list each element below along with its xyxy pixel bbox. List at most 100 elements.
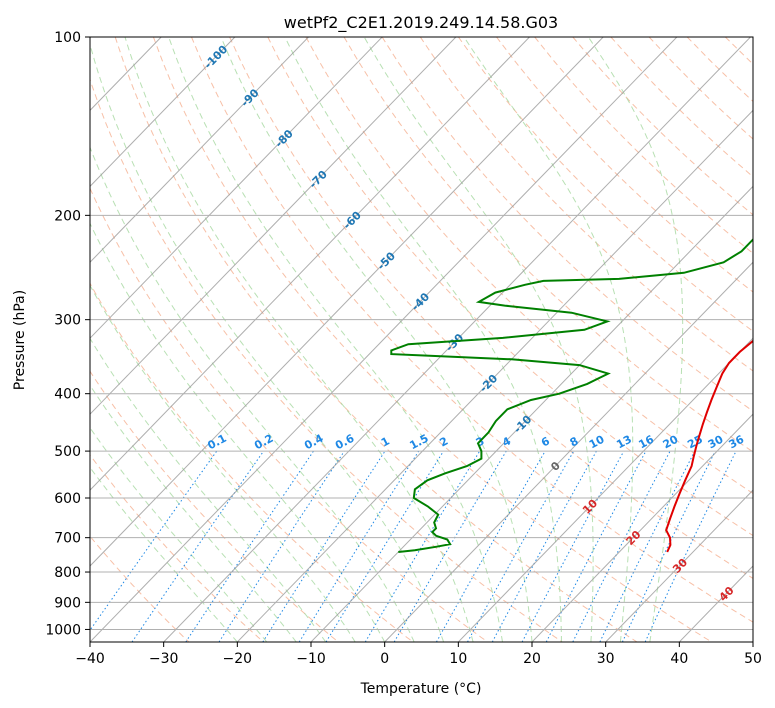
mixing-ratio-line xyxy=(521,450,625,642)
x-tick-label: 40 xyxy=(670,651,688,667)
x-axis-label: Temperature (°C) xyxy=(360,681,482,697)
mixing-ratio-line xyxy=(131,450,265,642)
dewpoint-profile-line xyxy=(390,238,753,553)
dry-adiabat-line xyxy=(90,282,414,642)
y-axis-ticks: 100 200 300 400 500 600 700 800 900 1000 xyxy=(45,30,90,638)
y-tick-label: 700 xyxy=(54,531,81,547)
mixing-ratio-line xyxy=(262,450,386,642)
moist-adiabat-line xyxy=(90,146,415,642)
x-axis-ticks: −40 −30 −20 −10 0 10 20 30 40 50 xyxy=(75,642,762,667)
isotherm-line xyxy=(90,37,236,188)
sounding-profiles xyxy=(390,238,753,553)
dry-adiabat-line xyxy=(764,37,775,642)
moist-adiabat-line xyxy=(284,37,562,642)
x-tick-label: 50 xyxy=(744,651,762,667)
isotherm-line xyxy=(90,37,678,642)
mixing-ratio-label: 13 xyxy=(614,433,634,452)
isotherm-line xyxy=(90,37,383,339)
background-line-labels: 0.1 0.2 0.4 0.6 1 1.5 2 3 4 6 8 10 13 16 20 25 30 36-100-… xyxy=(202,43,747,604)
dry-adiabat-line xyxy=(90,77,563,642)
isotherm-label: -100 xyxy=(202,43,231,72)
mixing-ratio-label: 2 xyxy=(437,434,450,449)
moist-adiabat-line xyxy=(90,337,327,642)
dry-adiabat-line xyxy=(686,37,753,103)
moist-adiabat-line xyxy=(90,384,297,642)
moist-adiabat-line xyxy=(90,42,445,642)
mixing-ratio-label: 0.1 xyxy=(205,432,228,453)
mixing-ratio-label: 36 xyxy=(727,433,747,452)
mixing-ratio-line xyxy=(491,450,597,642)
y-tick-label: 1000 xyxy=(45,622,81,638)
dry-adiabat-line xyxy=(534,37,753,254)
x-tick-label: 10 xyxy=(449,651,467,667)
dry-adiabat-line xyxy=(610,37,753,178)
moist-adiabat-line xyxy=(220,37,533,642)
y-tick-label: 900 xyxy=(54,595,81,611)
moist-adiabat-line xyxy=(168,37,503,642)
dry-adiabat-line xyxy=(152,37,712,642)
mixing-ratio-lines xyxy=(90,450,737,642)
isotherm-line xyxy=(531,413,753,642)
x-tick-label: −10 xyxy=(296,651,326,667)
mixing-ratio-label: 16 xyxy=(636,433,656,452)
dry-adiabat-line xyxy=(496,37,753,293)
dry-adiabat-line xyxy=(267,37,753,537)
x-tick-label: −20 xyxy=(223,651,253,667)
dry-adiabat-line xyxy=(191,37,753,623)
isotherm-line xyxy=(90,37,604,567)
dry-adiabat-line xyxy=(305,37,753,494)
mixing-ratio-line xyxy=(572,450,671,642)
mixing-ratio-line xyxy=(218,450,345,642)
moist-adiabats xyxy=(90,37,684,642)
plot-frame xyxy=(89,36,754,643)
isotherm-line xyxy=(384,261,753,642)
isotherm-line xyxy=(90,37,457,415)
temperature-profile-line xyxy=(665,339,753,553)
y-tick-label: 400 xyxy=(54,387,81,403)
isotherm-line xyxy=(457,337,753,642)
mixing-ratio-line xyxy=(467,450,575,642)
dry-adiabat-line xyxy=(457,37,753,332)
moist-adiabat-line xyxy=(587,37,684,642)
moist-adiabat-line xyxy=(90,427,268,642)
dry-adiabat-line xyxy=(572,37,753,216)
x-tick-label: 0 xyxy=(380,651,389,667)
mixing-ratio-line xyxy=(435,450,546,642)
moist-adiabat-line xyxy=(363,37,594,642)
isotherm-line xyxy=(310,185,753,642)
mixing-ratio-label: 1 xyxy=(379,434,392,449)
mixing-ratio-line xyxy=(644,450,737,642)
mixing-ratio-label: 10 xyxy=(587,433,607,452)
dry-adiabat-line xyxy=(381,37,753,412)
mixing-ratio-label: 0.2 xyxy=(252,432,275,453)
y-tick-label: 500 xyxy=(54,444,81,460)
isotherms xyxy=(90,37,753,642)
x-tick-label: 30 xyxy=(597,651,615,667)
moist-adiabat-line xyxy=(90,284,356,642)
isotherm-line xyxy=(90,37,530,491)
dry-adiabat-line xyxy=(90,454,264,642)
dry-adiabat-line xyxy=(114,37,638,642)
dry-adiabat-line xyxy=(90,370,339,642)
x-tick-label: −40 xyxy=(75,651,105,667)
dry-adiabats xyxy=(90,37,775,642)
pressure-gridlines xyxy=(90,37,753,630)
mixing-ratio-line xyxy=(325,450,444,642)
moist-adiabat-line xyxy=(463,37,634,642)
moist-adiabat-line xyxy=(90,466,238,642)
mixing-ratio-line xyxy=(364,450,481,642)
isotherm-line xyxy=(90,37,309,263)
dry-adiabat-line xyxy=(90,535,190,642)
y-tick-label: 800 xyxy=(54,565,81,581)
moist-adiabat-line xyxy=(90,222,386,642)
plot-area: 0.1 0.2 0.4 0.6 1 1.5 2 3 4 6 8 10 13 16 20 25 30 36-100-… xyxy=(90,37,775,642)
mixing-ratio-label: 1.5 xyxy=(407,432,430,453)
mixing-ratio-label: 0.4 xyxy=(302,432,326,453)
mixing-ratio-label: 0.6 xyxy=(333,432,357,453)
y-tick-label: 200 xyxy=(54,208,81,224)
mixing-ratio-label: 20 xyxy=(661,433,681,452)
y-axis-label: Pressure (hPa) xyxy=(12,290,28,390)
y-tick-label: 300 xyxy=(54,313,81,329)
isotherm-line xyxy=(605,489,753,642)
